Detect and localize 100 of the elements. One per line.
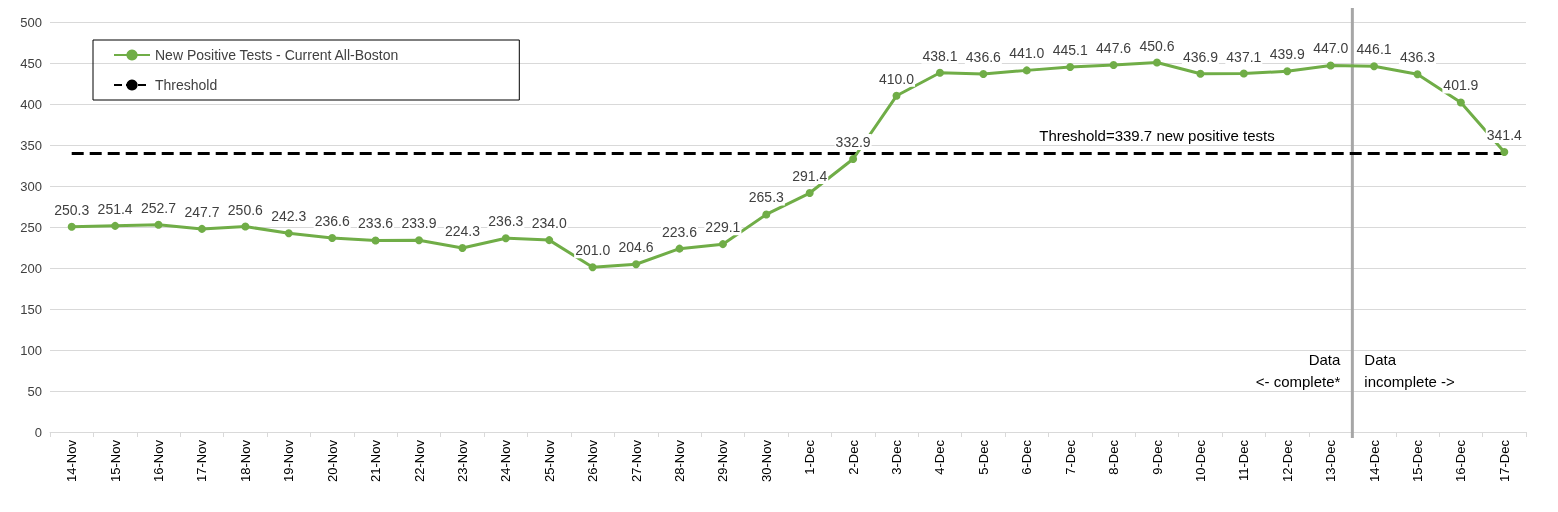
data-label: 236.6 xyxy=(314,212,350,229)
data-label: 247.7 xyxy=(184,203,220,220)
x-tick-label: 8-Dec xyxy=(1106,439,1122,475)
point xyxy=(805,189,814,198)
x-tick-label: 10-Dec xyxy=(1192,439,1208,482)
data-label: 410.0 xyxy=(879,70,915,87)
x-tick-label: 14-Nov xyxy=(64,439,80,482)
x-tick-label: 16-Dec xyxy=(1453,439,1469,482)
y-tick-label: 400 xyxy=(20,96,42,112)
y-tick-label: 350 xyxy=(20,137,42,153)
point xyxy=(67,222,76,231)
point xyxy=(458,244,467,253)
point xyxy=(1239,69,1248,78)
point xyxy=(718,240,727,249)
x-tick-label: 29-Nov xyxy=(715,439,731,482)
legend-label: Threshold xyxy=(155,77,218,93)
data-label: 242.3 xyxy=(271,208,307,225)
point xyxy=(1109,60,1118,69)
data-label: 332.9 xyxy=(835,134,871,151)
data-label: 447.6 xyxy=(1096,39,1132,56)
point xyxy=(415,236,423,245)
point xyxy=(371,236,380,245)
legend-label: New Positive Tests - Current All-Boston xyxy=(155,47,399,63)
point xyxy=(1283,67,1292,76)
x-tick-label: 11-Dec xyxy=(1236,439,1252,481)
y-tick-label: 450 xyxy=(20,55,42,71)
x-tick-label: 4-Dec xyxy=(932,439,948,475)
data-label: 341.4 xyxy=(1486,127,1523,144)
y-tick-label: 150 xyxy=(20,301,42,317)
x-tick-label: 25-Nov xyxy=(541,439,557,482)
data-label: 437.1 xyxy=(1226,48,1262,65)
x-tick-label: 21-Nov xyxy=(368,439,384,482)
point xyxy=(1196,69,1205,78)
x-tick-label: 5-Dec xyxy=(975,439,991,475)
x-tick-label: 26-Nov xyxy=(585,439,601,482)
data-label: 436.9 xyxy=(1182,48,1219,65)
x-tick-label: 28-Nov xyxy=(671,439,687,482)
point xyxy=(1326,61,1335,70)
y-tick-label: 50 xyxy=(27,383,42,399)
x-tick-label: 15-Nov xyxy=(107,439,123,482)
data-label: 233.6 xyxy=(358,215,394,232)
y-tick-label: 250 xyxy=(20,219,42,235)
point xyxy=(197,224,206,233)
data-label: 291.4 xyxy=(792,168,828,185)
data-label: 450.6 xyxy=(1139,37,1175,54)
data-label: 265.3 xyxy=(748,189,785,206)
x-tick-label: 27-Nov xyxy=(628,439,644,482)
data-label: 436.6 xyxy=(965,48,1002,65)
x-tick-label: 3-Dec xyxy=(889,439,905,475)
x-tick-label: 2-Dec xyxy=(845,439,861,475)
data-label: 250.3 xyxy=(54,201,90,218)
data-label: 445.1 xyxy=(1052,42,1088,59)
annotation: Data incomplete -> xyxy=(1364,351,1456,390)
data-label: 439.9 xyxy=(1269,46,1305,63)
point xyxy=(284,229,293,238)
x-tick-label: 20-Nov xyxy=(324,439,340,482)
point xyxy=(632,260,641,269)
x-tick-label: 9-Dec xyxy=(1149,439,1165,475)
y-tick-label: 500 xyxy=(20,14,42,30)
y-tick-label: 200 xyxy=(20,260,42,276)
data-label: 223.6 xyxy=(661,223,698,240)
y-tick-label: 100 xyxy=(20,342,42,358)
data-label: 252.7 xyxy=(141,199,177,216)
point xyxy=(111,221,120,230)
point xyxy=(1022,66,1031,75)
point xyxy=(154,220,163,229)
point xyxy=(1370,62,1379,71)
point xyxy=(1066,63,1075,72)
point xyxy=(545,236,554,245)
data-label: 234.0 xyxy=(531,215,567,232)
x-tick-label: 19-Nov xyxy=(281,439,297,482)
x-tick-label: 14-Dec xyxy=(1366,439,1382,482)
data-label: 438.1 xyxy=(922,47,958,64)
point xyxy=(1500,148,1509,157)
x-tick-label: 30-Nov xyxy=(758,439,774,482)
point xyxy=(501,234,510,243)
point xyxy=(935,68,944,77)
data-label: 441.0 xyxy=(1009,45,1045,62)
data-label: 251.4 xyxy=(97,200,133,217)
data-label: 204.6 xyxy=(618,239,654,256)
point xyxy=(1413,70,1422,79)
data-label: 250.6 xyxy=(227,201,264,218)
data-label: 229.1 xyxy=(705,219,741,236)
x-tick-label: 23-Nov xyxy=(454,439,470,482)
data-label: 447.0 xyxy=(1313,40,1349,57)
x-tick-label: 12-Dec xyxy=(1279,439,1295,482)
x-tick-label: 17-Nov xyxy=(194,439,210,482)
point xyxy=(328,233,337,242)
point xyxy=(588,263,597,272)
point xyxy=(892,91,901,100)
data-label: 236.3 xyxy=(488,213,524,230)
x-tick-label: 17-Dec xyxy=(1496,439,1512,482)
point xyxy=(849,155,858,164)
data-label: 401.9 xyxy=(1443,77,1479,94)
x-tick-label: 16-Nov xyxy=(151,439,167,482)
data-label: 233.9 xyxy=(401,215,437,232)
x-tick-label: 7-Dec xyxy=(1062,439,1078,475)
x-tick-label: 24-Nov xyxy=(498,439,514,482)
point xyxy=(675,244,684,253)
annotation: Threshold=339.7 new positive tests xyxy=(1039,127,1275,145)
